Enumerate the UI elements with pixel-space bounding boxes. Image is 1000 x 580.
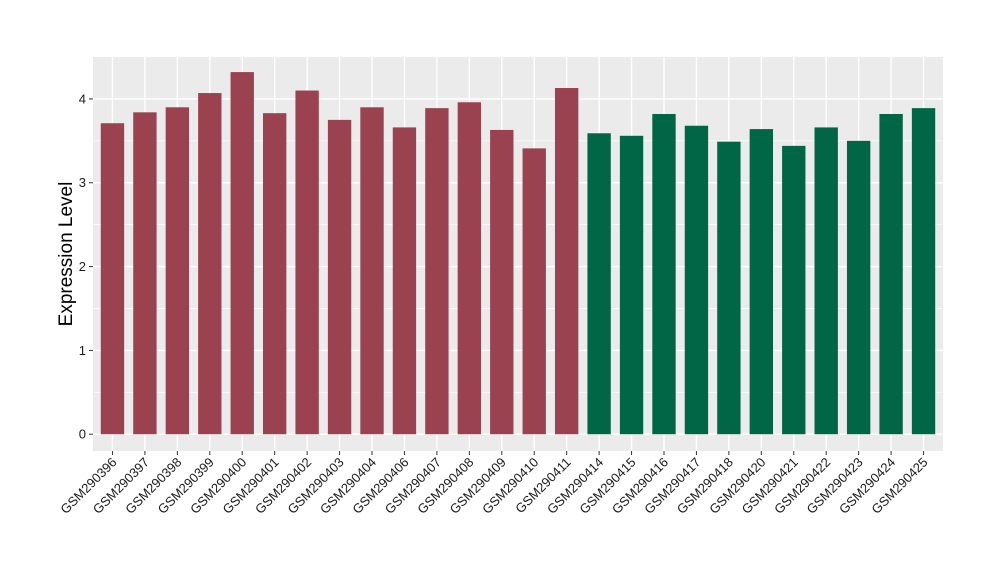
bar-GSM290417	[684, 125, 709, 435]
bar-GSM290415	[619, 135, 644, 435]
bar-GSM290418	[717, 141, 741, 435]
y-tick-label: 3	[79, 175, 86, 190]
y-tick-label: 0	[79, 427, 86, 442]
bar-GSM290421	[782, 145, 806, 435]
y-tick-label: 2	[79, 259, 86, 274]
y-tick-label: 4	[79, 91, 86, 106]
bar-GSM290424	[879, 114, 903, 435]
bar-GSM290396	[100, 123, 125, 435]
bar-GSM290401	[263, 113, 287, 435]
bar-GSM290407	[425, 108, 449, 435]
bar-GSM290423	[846, 140, 871, 435]
bar-GSM290399	[198, 93, 222, 435]
bar-GSM290411	[554, 88, 579, 435]
y-tick-label: 1	[79, 343, 86, 358]
bar-GSM290403	[327, 119, 352, 435]
bar-GSM290410	[522, 148, 546, 435]
bar-GSM290414	[587, 133, 611, 435]
bar-GSM290409	[490, 129, 514, 435]
bar-GSM290422	[814, 127, 838, 435]
bar-GSM290416	[652, 114, 676, 435]
y-axis-title: Expression Level	[56, 182, 77, 327]
bars	[100, 72, 936, 435]
bar-GSM290425	[911, 108, 936, 435]
bar-GSM290420	[749, 129, 773, 435]
bar-GSM290397	[133, 112, 157, 435]
bar-GSM290408	[457, 102, 482, 435]
bar-GSM290402	[295, 90, 319, 435]
bar-GSM290404	[360, 107, 384, 435]
bar-GSM290400	[230, 72, 254, 435]
bar-GSM290406	[392, 127, 417, 435]
bar-GSM290398	[165, 107, 190, 435]
